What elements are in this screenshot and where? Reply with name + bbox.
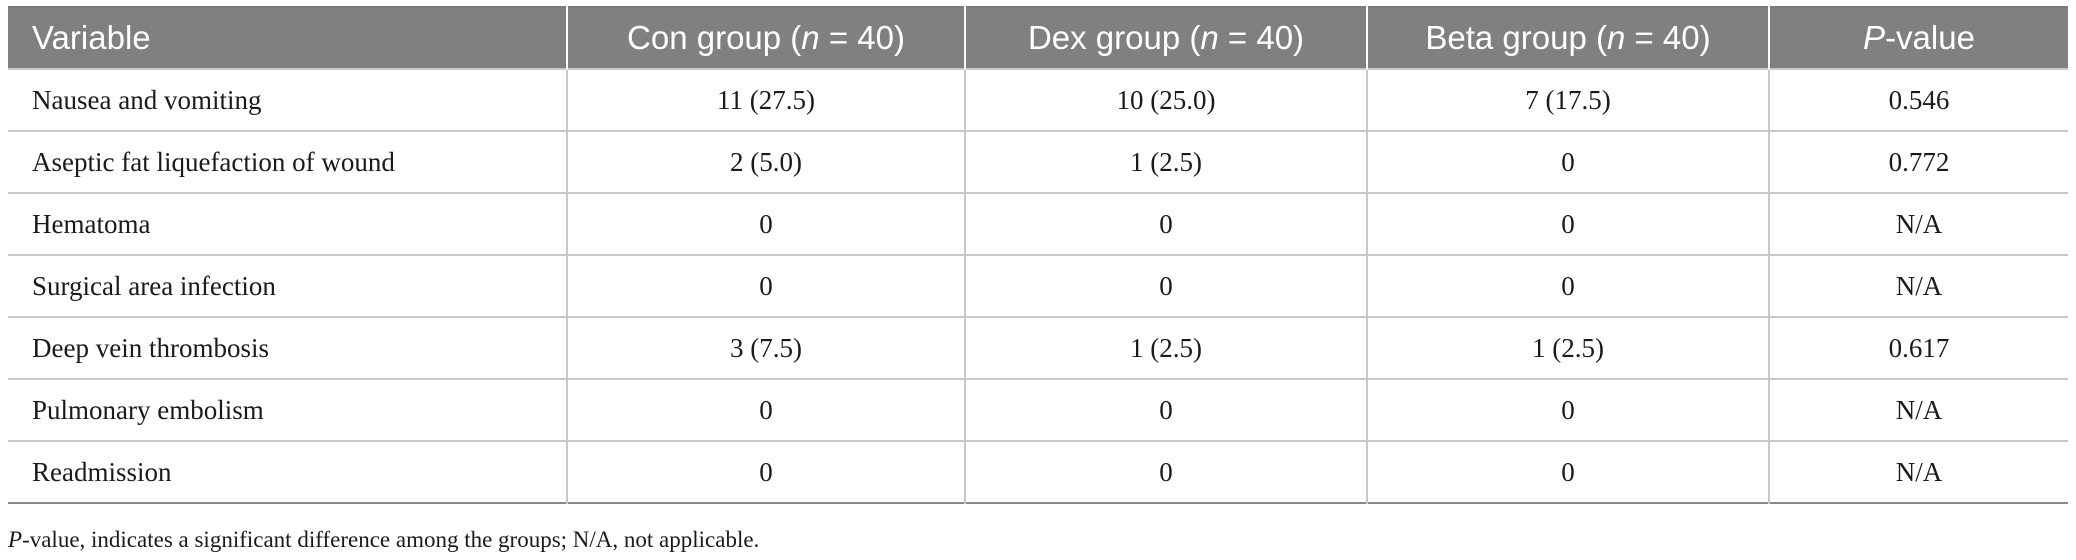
table-row: Pulmonary embolism 0 0 0 N/A <box>8 378 2068 442</box>
row-label: Surgical area infection <box>8 254 568 318</box>
cell-dex: 0 <box>964 440 1368 503</box>
cell-dex: 1 (2.5) <box>964 316 1368 380</box>
cell-beta: 0 <box>1366 130 1770 194</box>
row-label: Pulmonary embolism <box>8 378 568 442</box>
cell-beta: 0 <box>1366 378 1770 442</box>
cell-beta: 0 <box>1366 192 1770 256</box>
header-dex-group: Dex group (n = 40) <box>964 7 1368 69</box>
cell-p-value: 0.617 <box>1768 316 2068 380</box>
table-body: Nausea and vomiting 11 (27.5) 10 (25.0) … <box>8 68 2068 503</box>
cell-p-value: 0.772 <box>1768 130 2068 194</box>
table-header: Variable Con group (n = 40) Dex group (n… <box>8 7 2068 69</box>
table-row: Readmission 0 0 0 N/A <box>8 440 2068 503</box>
cell-p-value: N/A <box>1768 254 2068 318</box>
cell-beta: 7 (17.5) <box>1366 68 1770 132</box>
row-label: Deep vein thrombosis <box>8 316 568 380</box>
cell-p-value: N/A <box>1768 192 2068 256</box>
cell-con: 0 <box>566 440 966 503</box>
table-row: Surgical area infection 0 0 0 N/A <box>8 254 2068 318</box>
table-row: Hematoma 0 0 0 N/A <box>8 192 2068 256</box>
cell-beta: 1 (2.5) <box>1366 316 1770 380</box>
cell-con: 2 (5.0) <box>566 130 966 194</box>
cell-dex: 0 <box>964 192 1368 256</box>
cell-p-value: N/A <box>1768 378 2068 442</box>
table-row: Deep vein thrombosis 3 (7.5) 1 (2.5) 1 (… <box>8 316 2068 380</box>
cell-beta: 0 <box>1366 440 1770 503</box>
cell-dex: 0 <box>964 378 1368 442</box>
header-con-group: Con group (n = 40) <box>566 7 966 69</box>
cell-dex: 0 <box>964 254 1368 318</box>
row-label: Readmission <box>8 440 568 503</box>
cell-con: 11 (27.5) <box>566 68 966 132</box>
cell-con: 0 <box>566 192 966 256</box>
header-row: Variable Con group (n = 40) Dex group (n… <box>8 7 2068 69</box>
table-footnote: P-value, indicates a significant differe… <box>8 527 760 552</box>
cell-con: 0 <box>566 254 966 318</box>
table-container: Variable Con group (n = 40) Dex group (n… <box>8 6 2068 504</box>
cell-con: 3 (7.5) <box>566 316 966 380</box>
row-label: Nausea and vomiting <box>8 68 568 132</box>
table-row: Nausea and vomiting 11 (27.5) 10 (25.0) … <box>8 68 2068 132</box>
row-label: Aseptic fat liquefaction of wound <box>8 130 568 194</box>
cell-con: 0 <box>566 378 966 442</box>
header-p-value: P-value <box>1768 7 2068 69</box>
cell-p-value: N/A <box>1768 440 2068 503</box>
complications-table: Variable Con group (n = 40) Dex group (n… <box>8 6 2068 504</box>
header-variable: Variable <box>8 7 568 69</box>
cell-dex: 1 (2.5) <box>964 130 1368 194</box>
header-beta-group: Beta group (n = 40) <box>1366 7 1770 69</box>
cell-p-value: 0.546 <box>1768 68 2068 132</box>
row-label: Hematoma <box>8 192 568 256</box>
table-row: Aseptic fat liquefaction of wound 2 (5.0… <box>8 130 2068 194</box>
cell-beta: 0 <box>1366 254 1770 318</box>
cell-dex: 10 (25.0) <box>964 68 1368 132</box>
